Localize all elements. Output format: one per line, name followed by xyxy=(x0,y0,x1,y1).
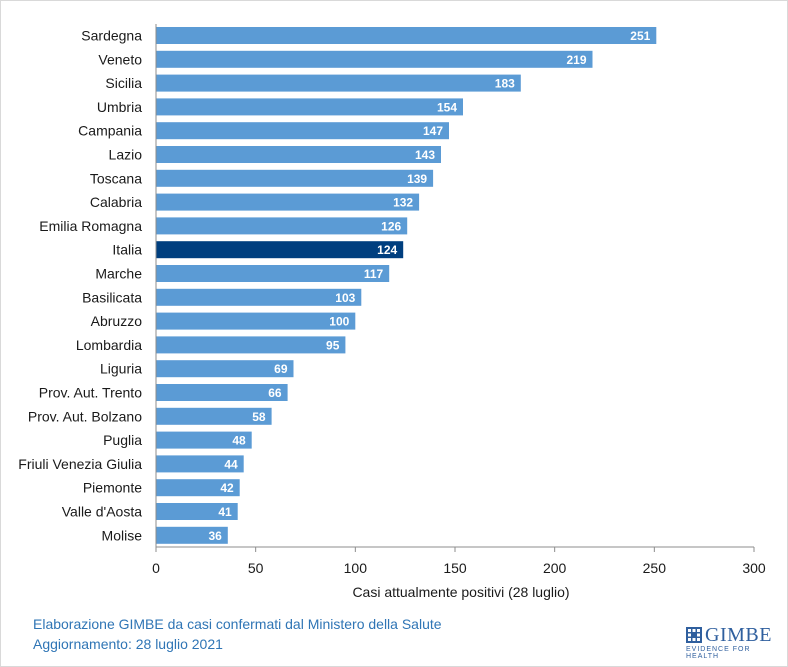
value-label-sardegna: 251 xyxy=(630,29,650,43)
bar-sicilia xyxy=(156,74,521,92)
x-tick-label-300: 300 xyxy=(742,560,766,576)
bar-calabria xyxy=(156,193,420,211)
category-label-sicilia: Sicilia xyxy=(105,75,142,91)
bar-sardegna xyxy=(156,27,657,44)
x-tick-label-250: 250 xyxy=(643,560,667,576)
value-label-friuli-venezia-giulia: 44 xyxy=(224,457,238,471)
category-label-sardegna: Sardegna xyxy=(81,28,142,44)
category-label-lazio: Lazio xyxy=(109,147,143,163)
category-label-umbria: Umbria xyxy=(97,99,142,115)
value-label-valle-d-aosta: 41 xyxy=(218,505,232,519)
bar-basilicata xyxy=(156,288,362,306)
footer-update: Aggiornamento: 28 luglio 2021 xyxy=(33,636,223,652)
value-label-calabria: 132 xyxy=(393,196,413,210)
gimbe-logo: GIMBE EVIDENCE FOR HEALTH xyxy=(686,624,778,660)
value-label-veneto: 219 xyxy=(566,53,586,67)
bar-piemonte xyxy=(156,479,240,497)
bar-friuli-venezia-giulia xyxy=(156,455,244,473)
category-label-marche: Marche xyxy=(95,266,142,282)
category-label-campania: Campania xyxy=(78,123,142,139)
value-label-toscana: 139 xyxy=(407,172,427,186)
x-tick-label-150: 150 xyxy=(443,560,467,576)
category-label-prov-aut-bolzano: Prov. Aut. Bolzano xyxy=(28,408,142,424)
category-label-liguria: Liguria xyxy=(100,361,142,377)
value-label-campania: 147 xyxy=(423,124,443,138)
bar-emilia-romagna xyxy=(156,217,408,235)
footer-source: Elaborazione GIMBE da casi confermati da… xyxy=(33,616,442,632)
x-axis-title: Casi attualmente positivi (28 luglio) xyxy=(352,584,569,600)
value-label-molise: 36 xyxy=(208,529,222,543)
category-label-toscana: Toscana xyxy=(90,170,142,186)
category-label-basilicata: Basilicata xyxy=(82,289,142,305)
category-label-prov-aut-trento: Prov. Aut. Trento xyxy=(39,385,142,401)
bar-liguria xyxy=(156,360,294,378)
bar-italia xyxy=(156,241,404,259)
bar-prov-aut-bolzano xyxy=(156,407,272,425)
value-label-abruzzo: 100 xyxy=(329,315,349,329)
bar-marche xyxy=(156,265,390,282)
category-label-molise: Molise xyxy=(102,527,143,543)
bar-abruzzo xyxy=(156,312,356,330)
category-label-puglia: Puglia xyxy=(103,432,142,448)
logo-wordmark: GIMBE xyxy=(705,624,772,646)
value-label-prov-aut-trento: 66 xyxy=(268,386,282,400)
logo-grid-icon xyxy=(686,627,702,643)
value-label-piemonte: 42 xyxy=(220,481,234,495)
value-label-prov-aut-bolzano: 58 xyxy=(252,410,266,424)
category-label-valle-d-aosta: Valle d'Aosta xyxy=(62,504,142,520)
bar-valle-d-aosta xyxy=(156,503,238,520)
bar-toscana xyxy=(156,169,434,187)
value-label-italia: 124 xyxy=(377,243,397,257)
value-label-lazio: 143 xyxy=(415,148,435,162)
logo-tagline: EVIDENCE FOR HEALTH xyxy=(686,646,751,660)
bar-prov-aut-trento xyxy=(156,384,288,401)
bar-molise xyxy=(156,526,228,544)
bar-umbria xyxy=(156,98,463,116)
value-label-lombardia: 95 xyxy=(326,338,340,352)
bar-lombardia xyxy=(156,336,346,354)
value-label-liguria: 69 xyxy=(274,362,288,376)
value-label-basilicata: 103 xyxy=(335,291,355,305)
x-tick-label-50: 50 xyxy=(248,560,264,576)
bar-veneto xyxy=(156,50,593,68)
value-label-sicilia: 183 xyxy=(495,77,515,91)
chart-footer: Elaborazione GIMBE da casi confermati da… xyxy=(33,614,442,654)
bar-puglia xyxy=(156,431,252,449)
category-label-calabria: Calabria xyxy=(90,194,142,210)
x-tick-label-100: 100 xyxy=(344,560,368,576)
bar-campania xyxy=(156,122,449,140)
category-label-emilia-romagna: Emilia Romagna xyxy=(39,218,142,234)
category-label-abruzzo: Abruzzo xyxy=(91,313,143,329)
value-label-emilia-romagna: 126 xyxy=(381,219,401,233)
x-tick-label-200: 200 xyxy=(543,560,567,576)
category-label-italia: Italia xyxy=(112,242,142,258)
category-label-veneto: Veneto xyxy=(98,51,142,67)
value-label-marche: 117 xyxy=(364,267,384,281)
value-label-puglia: 48 xyxy=(232,434,246,448)
bar-lazio xyxy=(156,146,441,163)
value-label-umbria: 154 xyxy=(437,100,457,114)
category-label-friuli-venezia-giulia: Friuli Venezia Giulia xyxy=(18,456,142,472)
x-tick-label-0: 0 xyxy=(152,560,160,576)
category-label-piemonte: Piemonte xyxy=(83,480,142,496)
category-label-lombardia: Lombardia xyxy=(76,337,142,353)
